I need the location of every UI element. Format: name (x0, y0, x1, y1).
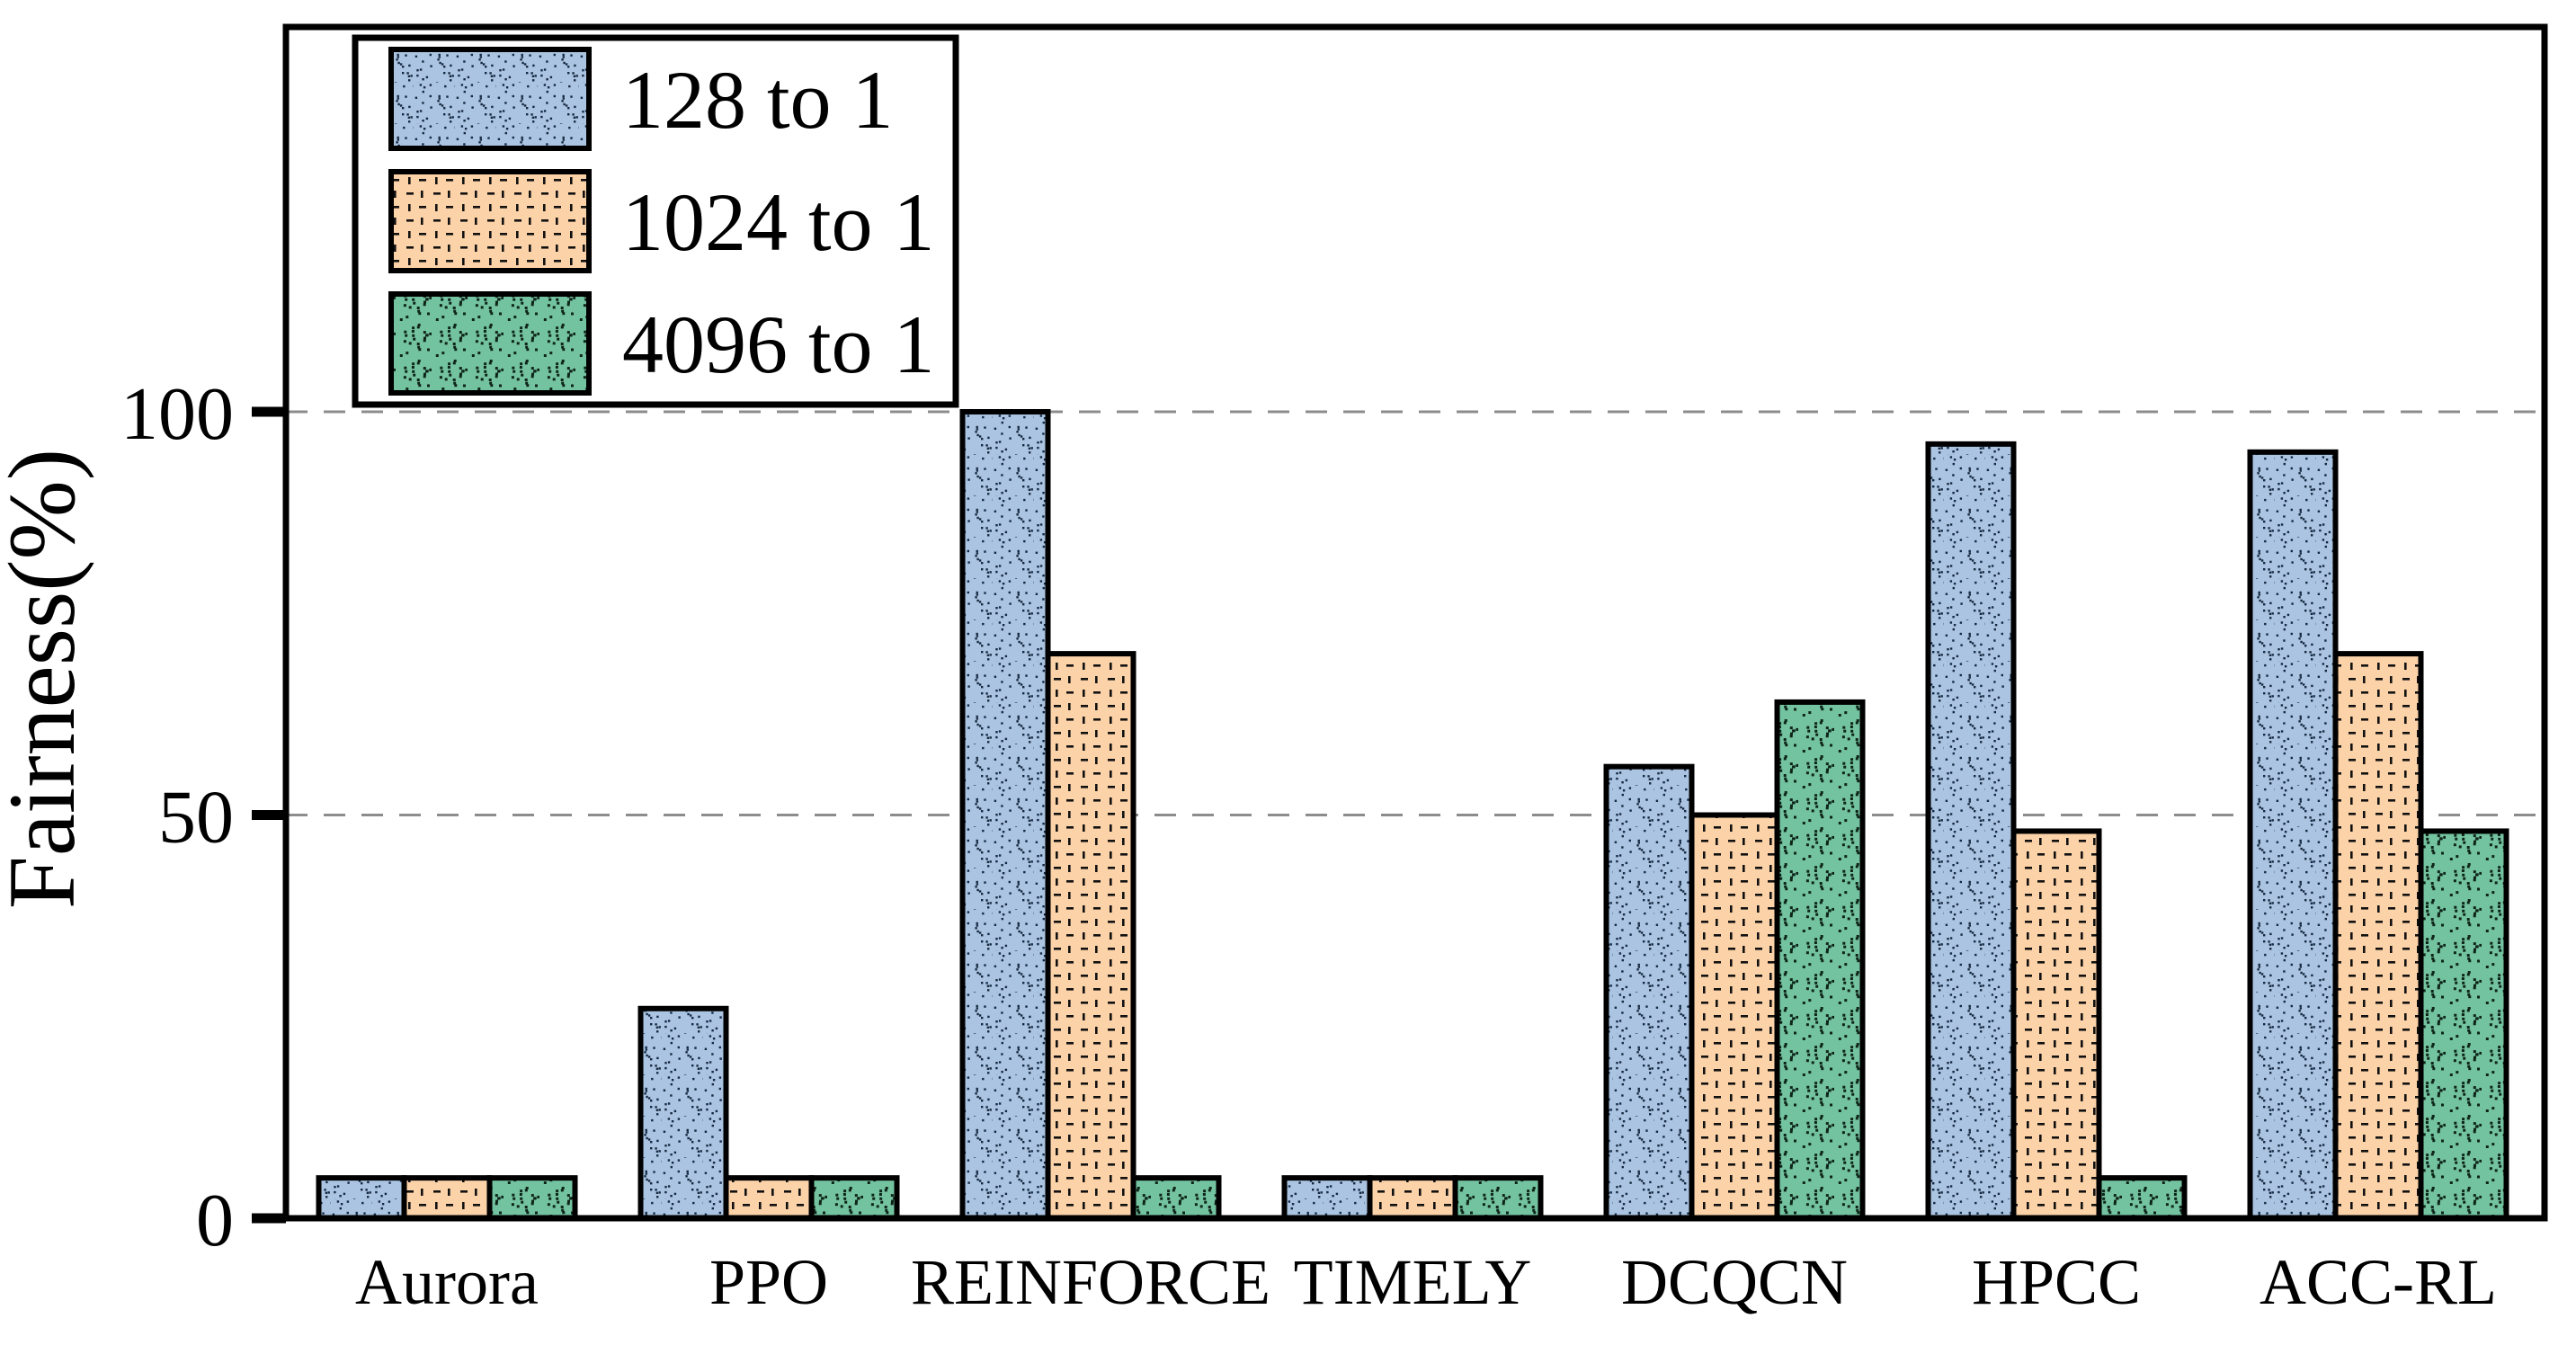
bar-Aurora-4096to1 (486, 1175, 578, 1222)
bar-DCQCN-128to1 (1603, 763, 1695, 1221)
bar-TIMELY-128to1 (1281, 1175, 1373, 1222)
x-category-label-TIMELY: TIMELY (1294, 1246, 1532, 1318)
x-axis-labels: Aurora PPO REINFORCE TIMELY DCQCN HPCC ACC-RL (355, 1246, 2497, 1318)
x-category-label-Aurora: Aurora (355, 1246, 539, 1318)
y-axis-title: Fairness(%) (0, 449, 94, 909)
bar-Aurora-128to1 (316, 1175, 407, 1222)
bar-DCQCN-1024to1 (1689, 812, 1780, 1221)
bar-ACC-RL-128to1 (2247, 449, 2339, 1222)
bar-REINFORCE-4096to1 (1130, 1175, 1222, 1222)
x-category-label-ACC-RL: ACC-RL (2260, 1246, 2497, 1318)
x-category-label-DCQCN: DCQCN (1621, 1246, 1848, 1318)
legend-label-128to1: 128 to 1 (622, 54, 894, 146)
y-axis-tick (252, 1213, 286, 1224)
legend-label-4096to1: 4096 to 1 (622, 298, 935, 390)
bar-TIMELY-4096to1 (1452, 1175, 1544, 1222)
y-tick-label: 0 (196, 1179, 234, 1262)
x-category-label-REINFORCE: REINFORCE (911, 1246, 1270, 1318)
bar-PPO-4096to1 (808, 1175, 900, 1222)
bar-HPCC-4096to1 (2096, 1175, 2188, 1222)
bar-DCQCN-4096to1 (1774, 699, 1866, 1221)
y-axis-ticks: 0 50 100 (120, 372, 286, 1262)
bar-ACC-RL-4096to1 (2418, 828, 2509, 1221)
bar-REINFORCE-1024to1 (1045, 651, 1136, 1221)
bar-PPO-128to1 (637, 1005, 729, 1222)
legend-label-1024to1: 1024 to 1 (622, 176, 935, 268)
legend-swatch-128to1 (388, 47, 592, 151)
bar-ACC-RL-1024to1 (2332, 651, 2424, 1221)
bar-REINFORCE-128to1 (959, 409, 1051, 1221)
plot-frame (282, 23, 2548, 1222)
y-axis-tick (252, 406, 286, 417)
bar-TIMELY-1024to1 (1367, 1175, 1458, 1222)
y-tick-label: 100 (120, 372, 234, 456)
x-category-label-PPO: PPO (709, 1246, 828, 1318)
gridlines (286, 410, 2545, 816)
legend-swatch-1024to1 (388, 169, 592, 273)
bar-PPO-1024to1 (723, 1175, 815, 1222)
bar-HPCC-1024to1 (2010, 828, 2102, 1221)
bar-HPCC-128to1 (1925, 441, 2017, 1221)
x-category-label-HPCC: HPCC (1972, 1246, 2141, 1318)
legend-swatch-4096to1 (388, 291, 592, 396)
y-tick-label: 50 (158, 776, 234, 860)
legend: 128 to 1 1024 to 1 4096 to 1 (352, 34, 959, 408)
bar-Aurora-1024to1 (401, 1175, 493, 1222)
y-axis-tick (252, 810, 286, 820)
bar-series-group (316, 409, 2509, 1222)
